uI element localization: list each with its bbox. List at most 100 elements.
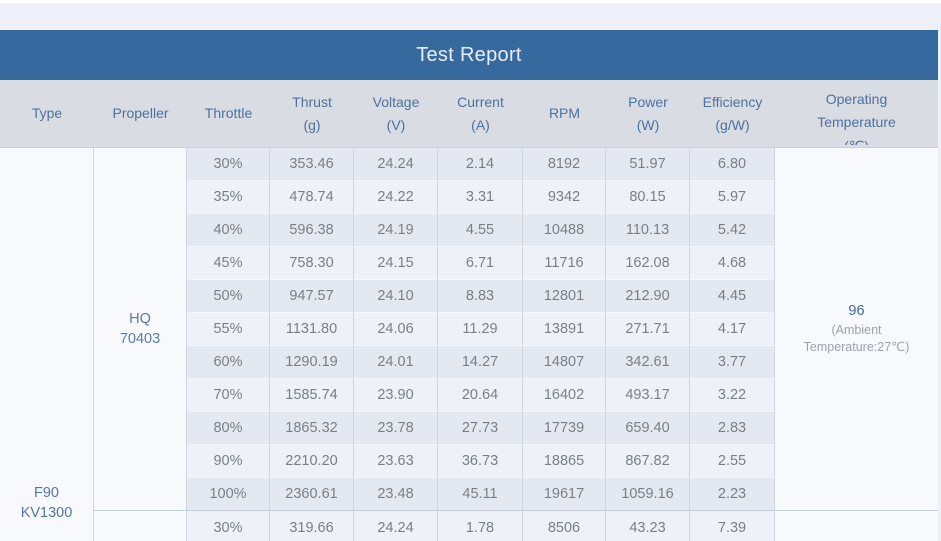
cell-thrust: 1290.19 [270,346,354,379]
cell-efficiency: 2.55 [690,445,775,478]
cell-power: 271.71 [606,313,690,346]
cell-rpm: 19617 [523,478,606,511]
cell-throttle: 35% [187,181,270,214]
cell-thrust: 1131.80 [270,313,354,346]
cell-rpm: 18865 [523,445,606,478]
cell-power: 162.08 [606,247,690,280]
header-label: Propeller [112,105,169,121]
cell-thrust: 596.38 [270,214,354,247]
cell-efficiency: 5.97 [690,181,775,214]
column-header-current: Current (A) [438,80,523,148]
cell-power: 493.17 [606,379,690,412]
cell-rpm: 8506 [523,511,606,541]
cell-throttle: 55% [187,313,270,346]
cell-efficiency: 2.83 [690,412,775,445]
cell-power: 51.97 [606,148,690,181]
header-unit: (A) [471,116,490,133]
cell-throttle: 30% [187,148,270,181]
column-header-type: Type [0,80,94,148]
table-row: 70% 1585.74 23.90 20.64 16402 493.17 3.2… [0,379,938,412]
header-label: Voltage [372,93,420,110]
cell-current: 20.64 [438,379,523,412]
cell-voltage: 24.06 [354,313,438,346]
cell-efficiency: 4.68 [690,247,775,280]
header-label: Type [31,105,63,121]
cell-current: 36.73 [438,445,523,478]
cell-efficiency: 4.45 [690,280,775,313]
header-unit: (g/W) [715,116,750,133]
cell-power: 110.13 [606,214,690,247]
cell-rpm: 8192 [523,148,606,181]
cell-thrust: 319.66 [270,511,354,541]
cell-voltage: 23.63 [354,445,438,478]
header-label: Temperature [817,114,896,130]
header-label: Efficiency [702,93,763,110]
column-header-rpm: RPM [523,80,606,148]
type-cell: F90 KV1300 [0,148,94,541]
header-unit: (V) [386,116,406,133]
cell-thrust: 1865.32 [270,412,354,445]
table-row: F90 KV1300 HQ 70403 30% 353.46 24.24 2.1… [0,148,938,541]
table-row: 60% 1290.19 24.01 14.27 14807 342.61 3.7… [0,346,938,379]
cell-current: 14.27 [438,346,523,379]
table-row: 45% 758.30 24.15 6.71 11716 162.08 4.68 [0,247,938,280]
column-header-propeller: Propeller [94,80,187,148]
cell-thrust: 1585.74 [270,379,354,412]
column-header-throttle: Throttle [187,80,270,148]
cell-rpm: 14807 [523,346,606,379]
header-label: Operating [825,90,888,107]
ambient-temperature-note: (Ambient Temperature:27℃) [803,322,910,354]
cell-rpm: 12801 [523,280,606,313]
cell-thrust: 353.46 [270,148,354,181]
cell-voltage: 24.19 [354,214,438,247]
temperature-cell [775,511,938,541]
cell-voltage: 24.22 [354,181,438,214]
table-row: 35% 478.74 24.22 3.31 9342 80.15 5.97 [0,181,938,214]
cell-power: 342.61 [606,346,690,379]
header-label: Power [628,93,668,110]
header-unit: (g) [303,116,321,133]
cell-current: 4.55 [438,214,523,247]
header-row: Type Propeller Throttle Thrust (g) Voltag… [0,80,938,148]
cell-current: 11.29 [438,313,523,346]
cell-throttle: 70% [187,379,270,412]
cell-voltage: 24.10 [354,280,438,313]
header-label: Current [457,93,504,110]
propeller-brand: HQ [129,311,151,327]
cell-voltage: 23.48 [354,478,438,511]
header-unit: (W) [636,116,660,133]
cell-throttle: 40% [187,214,270,247]
table-row: 55% 1131.80 24.06 11.29 13891 271.71 4.1… [0,313,938,346]
cell-thrust: 947.57 [270,280,354,313]
column-header-operating-temperature: Operating Temperature (℃) [775,80,938,148]
cell-power: 212.90 [606,280,690,313]
cell-efficiency: 7.39 [690,511,775,541]
table-row: 100% 2360.61 23.48 45.11 19617 1059.16 2… [0,478,938,511]
page-title: Test Report [416,43,522,66]
cell-power: 80.15 [606,181,690,214]
cell-rpm: 11716 [523,247,606,280]
cell-current: 3.31 [438,181,523,214]
cell-thrust: 2210.20 [270,445,354,478]
cell-efficiency: 6.80 [690,148,775,181]
header-label: Throttle [204,105,253,121]
cell-power: 659.40 [606,412,690,445]
cell-rpm: 13891 [523,313,606,346]
cell-throttle: 100% [187,478,270,511]
cell-power: 43.23 [606,511,690,541]
cell-voltage: 23.78 [354,412,438,445]
cell-efficiency: 5.42 [690,214,775,247]
cell-throttle: 50% [187,280,270,313]
header-label: RPM [548,105,581,121]
motor-type-line: F90 [34,485,59,501]
column-header-thrust: Thrust (g) [270,80,354,148]
motor-kv-line: KV1300 [20,505,73,521]
column-header-efficiency: Efficiency (g/W) [690,80,775,148]
table-row: 30% 319.66 24.24 1.78 8506 43.23 7.39 [0,511,938,541]
cell-throttle: 60% [187,346,270,379]
header-label: Thrust [292,93,332,110]
table-row: 80% 1865.32 23.78 27.73 17739 659.40 2.8… [0,412,938,445]
header-unit: (℃) [775,135,938,145]
propeller-cell: HQ 70403 [94,148,187,511]
cell-throttle: 30% [187,511,270,541]
